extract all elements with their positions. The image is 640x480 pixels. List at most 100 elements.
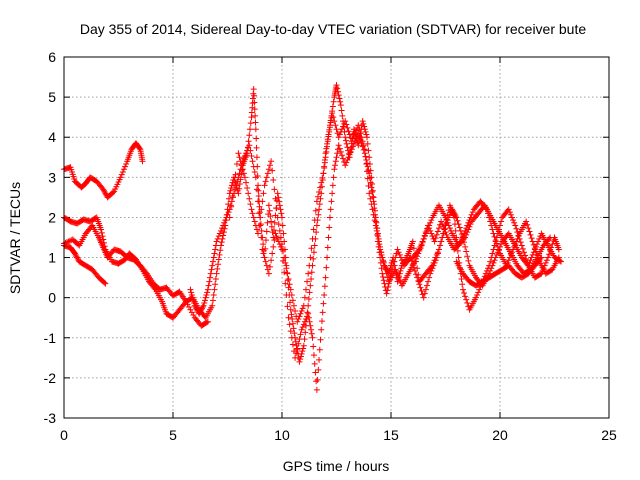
data-point (225, 209, 232, 216)
data-point (276, 198, 283, 205)
data-point (547, 247, 554, 254)
data-point (212, 246, 219, 253)
data-point (370, 211, 377, 218)
data-point (221, 225, 228, 232)
data-point (398, 257, 405, 264)
data-point (359, 138, 366, 145)
data-point (136, 145, 143, 152)
data-point (247, 147, 254, 154)
data-point (277, 206, 284, 213)
data-point (288, 291, 295, 298)
data-point (380, 258, 387, 265)
data-point (310, 343, 317, 350)
data-point (214, 235, 221, 242)
x-tick-label: 5 (169, 427, 177, 443)
data-point (300, 321, 307, 328)
data-point (120, 166, 127, 173)
data-point (307, 254, 314, 261)
data-point (261, 182, 268, 189)
data-point (508, 214, 515, 221)
data-point (377, 259, 384, 266)
data-point (327, 206, 334, 213)
y-tick-label: -2 (44, 370, 57, 386)
data-point (236, 154, 243, 161)
data-point (220, 222, 227, 229)
data-point (278, 210, 285, 217)
data-point (74, 255, 81, 262)
data-point (534, 241, 541, 248)
data-point (393, 269, 400, 276)
data-point (263, 228, 270, 235)
data-point (275, 238, 282, 245)
data-point (323, 264, 330, 271)
data-point (417, 284, 424, 291)
data-point (101, 189, 108, 196)
data-point (421, 290, 428, 297)
data-point (191, 300, 198, 307)
data-point (512, 241, 519, 248)
data-point (364, 163, 371, 170)
data-point (319, 309, 326, 316)
data-point (505, 206, 512, 213)
data-point (188, 291, 195, 298)
data-point (273, 205, 280, 212)
data-point (366, 190, 373, 197)
data-point (219, 225, 226, 232)
data-point (240, 170, 247, 177)
data-point (334, 88, 341, 95)
data-point (262, 258, 269, 265)
data-point (316, 201, 323, 208)
data-point (430, 262, 437, 269)
data-point (221, 219, 228, 226)
data-point (287, 328, 294, 335)
data-point (197, 308, 204, 315)
data-point (123, 160, 130, 167)
data-point (489, 226, 496, 233)
data-point (365, 147, 372, 154)
series-track-h (453, 254, 545, 289)
data-point (290, 325, 297, 332)
data-point (463, 248, 470, 255)
data-point (434, 250, 441, 257)
data-point (296, 358, 303, 365)
data-point (409, 238, 416, 245)
data-point (298, 308, 305, 315)
data-point (447, 227, 454, 234)
data-point (285, 314, 292, 321)
data-point (397, 254, 404, 261)
data-point (435, 246, 442, 253)
data-point (302, 316, 309, 323)
data-point (433, 231, 440, 238)
data-point (331, 118, 338, 125)
data-point (506, 209, 513, 216)
data-point (283, 265, 290, 272)
data-point (392, 266, 399, 273)
data-point (228, 185, 235, 192)
data-point (212, 275, 219, 282)
data-point (267, 213, 274, 220)
data-point (212, 281, 219, 288)
data-point (258, 206, 265, 213)
data-point (498, 241, 505, 248)
data-point (243, 179, 250, 186)
data-point (489, 250, 496, 257)
data-point (360, 142, 367, 149)
data-point (362, 128, 369, 135)
data-point (289, 320, 296, 327)
data-point (474, 291, 481, 298)
data-point (231, 177, 238, 184)
data-point (345, 154, 352, 161)
data-point (451, 214, 458, 221)
x-tick-label: 15 (383, 427, 399, 443)
data-point (309, 334, 316, 341)
data-point (429, 233, 436, 240)
data-point (513, 238, 520, 245)
data-point (340, 123, 347, 130)
data-point (300, 342, 307, 349)
data-point (251, 106, 258, 113)
data-point (348, 138, 355, 145)
data-point (258, 234, 265, 241)
data-point (252, 119, 259, 126)
data-point (279, 222, 286, 229)
data-point (191, 302, 198, 309)
